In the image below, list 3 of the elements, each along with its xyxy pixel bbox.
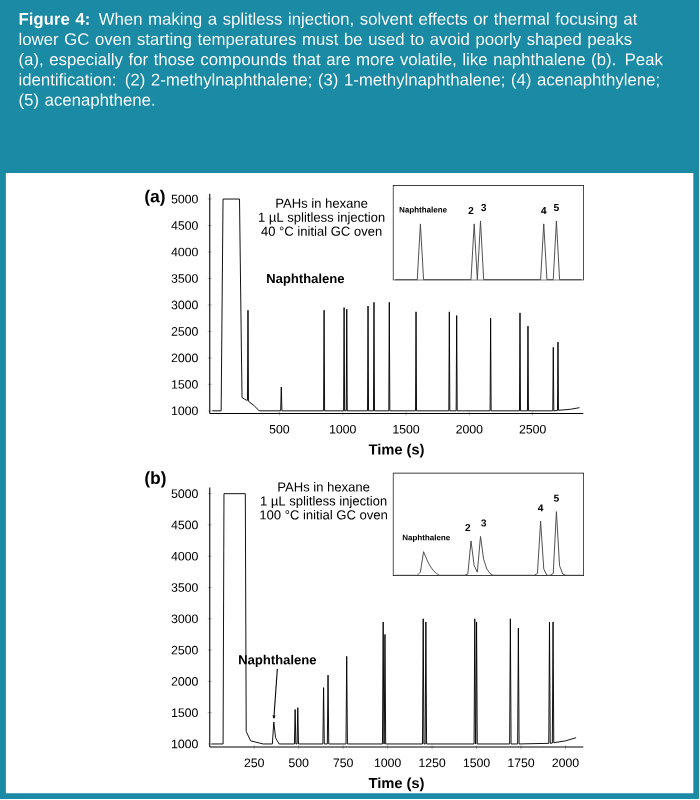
text: (a) bbox=[145, 189, 166, 206]
chart-title: Figure 4: When making a splitless injection, solvent effects or thermal focusing at lower GC oven starting temperatures must be used to avoid poorly shaped peaks (a), especially for those compounds that are more volatile, like naphthalene (b). Peak identification: (2) 2-methylnaphthalene; (3) 1-methylnaphthalene; (4) acenaphthylene; (5) acenaphthene. bbox=[19, 12, 664, 110]
text: (b) bbox=[145, 471, 166, 488]
